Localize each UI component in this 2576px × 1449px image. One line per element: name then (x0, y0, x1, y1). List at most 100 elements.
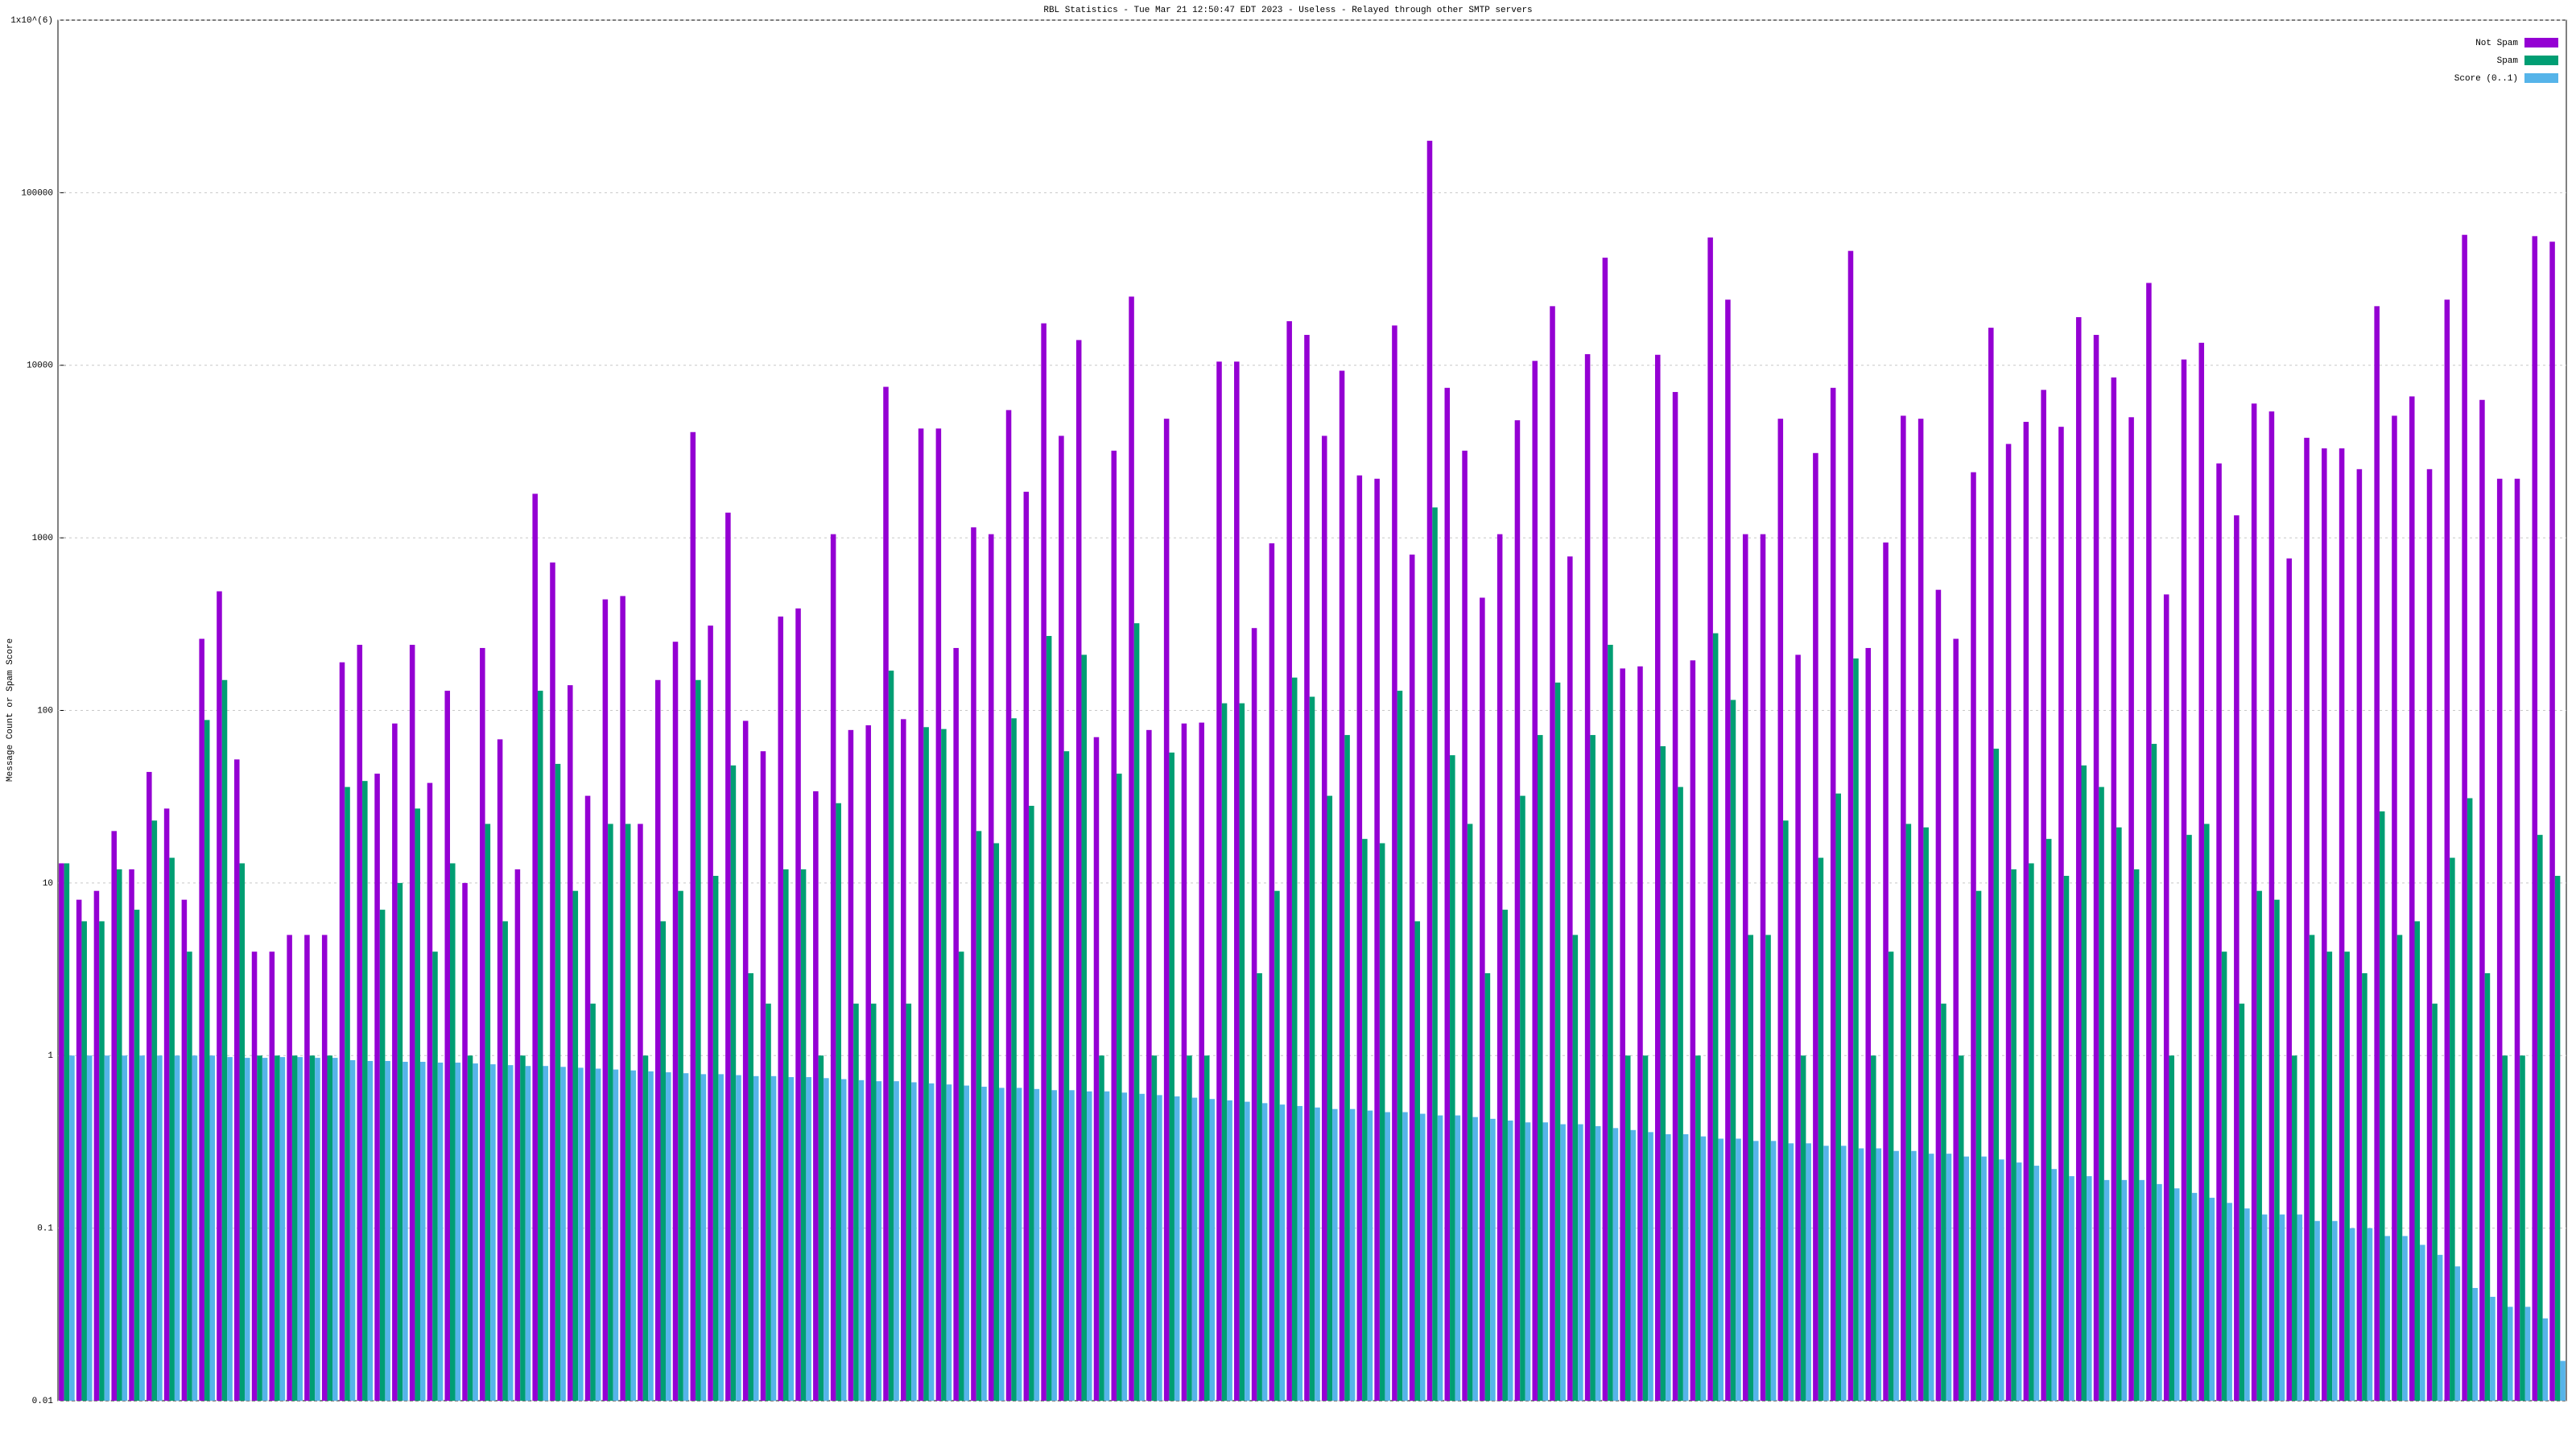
bar (345, 786, 350, 1401)
bar (2467, 798, 2473, 1401)
bar (1918, 419, 1924, 1401)
bar (2396, 935, 2403, 1401)
bar (304, 935, 310, 1401)
bar (2479, 399, 2485, 1401)
bar (1595, 1125, 1601, 1401)
bar (1830, 387, 1836, 1401)
bar (1121, 1092, 1128, 1401)
bar (473, 1063, 478, 1401)
bar (2520, 1055, 2525, 1401)
bar (315, 1058, 320, 1401)
bar (1770, 1141, 1777, 1401)
bar (1034, 1088, 1040, 1401)
bar (988, 534, 994, 1401)
bar (287, 935, 292, 1401)
bar (923, 727, 929, 1401)
bar (64, 863, 70, 1401)
bar (1191, 1097, 1198, 1401)
bar (883, 386, 889, 1402)
y-axis-label: Message Count or Spam Score (6, 638, 15, 782)
bar (147, 771, 152, 1401)
bar (638, 824, 643, 1401)
bar (935, 428, 942, 1401)
bar (1572, 935, 1579, 1401)
bar (1642, 1055, 1649, 1401)
bar (1437, 1115, 1443, 1401)
bar (1104, 1091, 1110, 1401)
bar (1490, 1118, 1496, 1401)
bar (1239, 703, 1245, 1401)
bar (993, 843, 1000, 1401)
bar (239, 863, 246, 1401)
bar (1199, 722, 1204, 1401)
bar (362, 781, 368, 1401)
bar (2157, 1183, 2162, 1401)
bar (2128, 417, 2134, 1401)
bar (2046, 839, 2052, 1401)
bar (2116, 827, 2122, 1401)
bar (2234, 515, 2240, 1401)
bar (2362, 972, 2368, 1401)
bar (1707, 237, 1713, 1401)
bar (1005, 410, 1012, 1401)
bar (2367, 1228, 2373, 1401)
bar (824, 1078, 829, 1401)
bar (795, 608, 801, 1401)
bar (1269, 543, 1275, 1401)
bar (2016, 1162, 2022, 1401)
bar (2332, 1220, 2338, 1401)
bar (379, 910, 386, 1401)
bar (2339, 448, 2345, 1402)
bar (2151, 744, 2157, 1401)
bar (2524, 1307, 2531, 1401)
bar (1414, 921, 1421, 1401)
bar (848, 729, 854, 1401)
bar (1392, 325, 1397, 1401)
bar (1496, 534, 1503, 1401)
y-tick-label: 100000 (21, 188, 53, 198)
bar (2256, 890, 2262, 1401)
bar (485, 824, 491, 1401)
bar (2239, 1003, 2245, 1401)
bar (1362, 839, 1368, 1401)
bar (1420, 1113, 1426, 1401)
bar (1648, 1132, 1653, 1401)
bar (1046, 636, 1052, 1401)
bar (870, 1003, 877, 1401)
bar (1871, 1055, 1876, 1401)
bar (818, 1055, 824, 1401)
bar (1800, 1055, 1806, 1401)
bar (2472, 1287, 2478, 1401)
bar (415, 808, 420, 1401)
bar (514, 869, 521, 1401)
bar (1321, 436, 1327, 1401)
bar (1221, 703, 1228, 1401)
bar (1666, 1133, 1671, 1401)
bar (958, 952, 964, 1401)
bar (327, 1055, 333, 1401)
bar (1783, 820, 1789, 1401)
bar (419, 1062, 426, 1401)
legend-label: Not Spam (2475, 39, 2518, 48)
bar (2297, 1214, 2303, 1401)
bar (1550, 306, 1555, 1401)
bar (1538, 735, 1543, 1401)
bar (1520, 795, 1525, 1401)
bar (1117, 774, 1122, 1401)
bar (520, 1055, 526, 1401)
bar (2502, 1055, 2508, 1401)
bar (1133, 623, 1140, 1401)
bar (971, 527, 976, 1401)
bar (86, 1055, 93, 1401)
bar (385, 1061, 390, 1401)
bar (1444, 387, 1451, 1401)
bar (357, 644, 363, 1401)
bar (2174, 1188, 2180, 1401)
bar (918, 428, 924, 1401)
bar (2414, 921, 2421, 1401)
bar (1356, 475, 1363, 1401)
bar (169, 857, 175, 1401)
bar (1029, 806, 1034, 1401)
bar (941, 729, 947, 1401)
bar (800, 869, 807, 1401)
